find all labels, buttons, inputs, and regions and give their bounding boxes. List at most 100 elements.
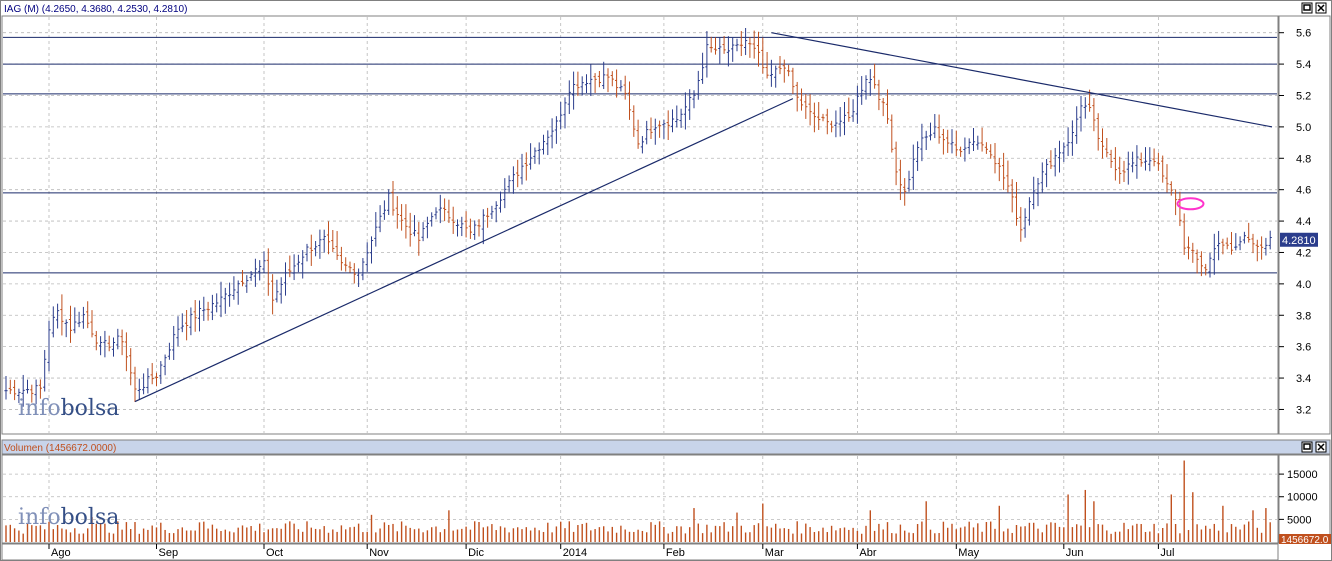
price-tick-label: 4.4	[1296, 216, 1311, 228]
ohlc-bar	[240, 270, 245, 287]
price-restore-icon[interactable]	[1301, 2, 1313, 14]
ohlc-bar	[692, 90, 696, 109]
ohlc-bar	[159, 361, 163, 384]
ohlc-bar	[851, 99, 855, 122]
ohlc-bar	[262, 251, 266, 273]
ohlc-bar	[167, 342, 171, 360]
ohlc-bar	[537, 142, 541, 165]
support-resistance-lines	[3, 36, 1277, 274]
ohlc-bar	[301, 250, 305, 279]
last-volume-label: 1456672.0	[1281, 535, 1329, 546]
ohlc-bar	[718, 37, 722, 64]
ohlc-bar	[60, 294, 64, 336]
ohlc-bar	[1027, 197, 1031, 226]
ohlc-bar	[959, 146, 963, 157]
ohlc-bar	[417, 221, 421, 256]
volume-tick-label: 10000	[1287, 492, 1318, 504]
volume-restore-icon[interactable]	[1301, 441, 1313, 453]
ohlc-bar	[567, 80, 571, 115]
ohlc-bar	[1118, 156, 1122, 184]
price-tick-label: 5.6	[1296, 28, 1311, 40]
x-tick-label: Nov	[369, 547, 389, 559]
ohlc-bar	[245, 275, 249, 293]
ohlc-bar	[90, 310, 94, 338]
watermark-price: infobolsa	[18, 396, 119, 421]
last-volume-marker: 1456672.0	[1279, 534, 1331, 546]
ohlc-bar	[318, 229, 322, 259]
ohlc-bar	[1014, 182, 1019, 226]
ohlc-bar	[679, 108, 683, 128]
ohlc-bar	[357, 268, 361, 287]
ohlc-bar	[473, 220, 477, 240]
ohlc-bar	[34, 379, 38, 405]
ohlc-bar	[903, 178, 907, 206]
ohlc-bar	[124, 332, 128, 372]
ohlc-bar	[1075, 106, 1079, 144]
ohlc-bar	[1135, 145, 1139, 179]
ohlc-bar	[1186, 236, 1191, 260]
price-tick-label: 4.6	[1296, 185, 1311, 197]
x-tick-label: Mar	[765, 547, 784, 559]
ohlc-bar	[954, 130, 958, 156]
ohlc-bar	[670, 109, 675, 133]
ohlc-bar	[864, 75, 868, 100]
ohlc-bar	[701, 52, 705, 84]
ohlc-bar	[1268, 230, 1272, 250]
ohlc-bar	[51, 306, 55, 338]
watermark-vol-part1: info	[18, 505, 61, 530]
ohlc-bar	[1221, 238, 1225, 255]
ohlc-bar	[881, 98, 885, 117]
price-tick-label: 3.6	[1296, 342, 1311, 354]
ohlc-bar	[1217, 230, 1221, 261]
ohlc-bar	[421, 222, 425, 242]
ohlc-bar	[1195, 249, 1199, 274]
ohlc-bar	[1109, 149, 1113, 168]
ohlc-bar	[653, 118, 657, 145]
ohlc-bar	[976, 135, 980, 150]
ohlc-bar	[1122, 160, 1126, 183]
ohlc-bar	[817, 102, 821, 131]
ohlc-bar	[103, 330, 107, 358]
ohlc-bar	[1143, 147, 1148, 171]
ohlc-bar	[25, 379, 30, 394]
price-close-icon[interactable]	[1315, 2, 1327, 14]
ohlc-bar	[464, 211, 468, 238]
ohlc-bar	[365, 242, 369, 272]
ohlc-bar	[1045, 158, 1049, 188]
ohlc-bar	[116, 328, 120, 350]
ohlc-bar	[8, 379, 12, 395]
volume-title-bar	[1, 439, 1331, 455]
x-tick-label: Dic	[468, 547, 484, 559]
ohlc-bar	[73, 307, 77, 334]
x-axis-area	[1, 543, 1279, 561]
ohlc-bar	[223, 287, 227, 314]
ohlc-bar	[989, 144, 993, 159]
ohlc-bar	[533, 147, 537, 164]
price-tick-label: 5.2	[1296, 90, 1311, 102]
ohlc-bar	[253, 258, 257, 287]
ohlc-bar	[576, 71, 580, 97]
ohlc-bar	[580, 76, 584, 96]
ohlc-bar	[980, 127, 984, 152]
ohlc-bar	[1002, 152, 1006, 190]
watermark-part1: info	[18, 396, 61, 421]
ohlc-bar	[498, 191, 503, 213]
ohlc-bar	[258, 260, 262, 281]
volume-close-icon[interactable]	[1315, 441, 1327, 453]
ohlc-bar	[619, 80, 623, 92]
ohlc-bar	[361, 258, 365, 281]
last-price-label: 4.2810	[1282, 235, 1316, 247]
ohlc-bar	[1169, 181, 1173, 196]
ohlc-bar	[68, 305, 73, 343]
ohlc-bar	[395, 196, 399, 229]
ohlc-bar	[43, 349, 47, 392]
ohlc-bar	[1191, 242, 1195, 263]
ohlc-bar	[447, 199, 451, 223]
ohlc-bar	[322, 229, 326, 253]
ohlc-bar	[56, 303, 60, 329]
ohlc-bar	[1019, 207, 1023, 242]
price-pane-title: IAG (M) (4.2650, 4.3680, 4.2530, 4.2810)	[4, 4, 187, 15]
ohlc-bar	[477, 219, 481, 237]
ohlc-bar	[511, 166, 515, 194]
ohlc-bar	[739, 31, 743, 57]
